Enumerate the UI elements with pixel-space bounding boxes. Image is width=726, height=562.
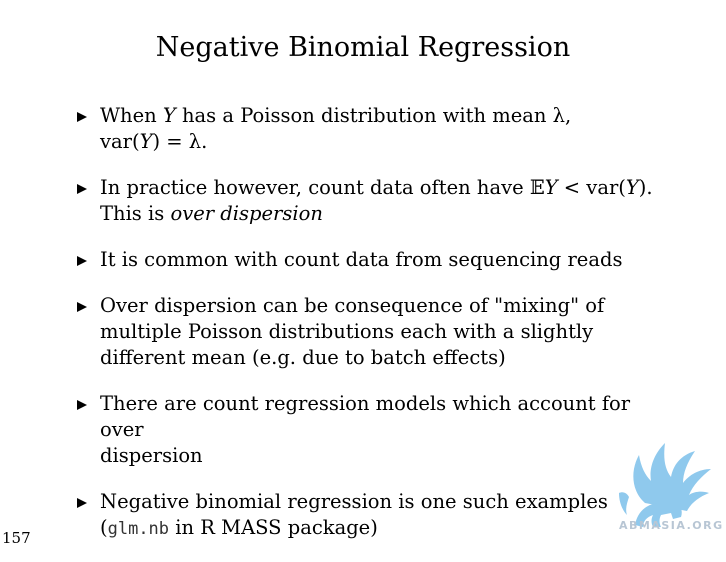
bullet-item: When Y has a Poisson distribution with m… (77, 103, 677, 155)
bullet-text: Negative binomial regression is one such… (100, 490, 608, 539)
bullet-marker-icon (77, 184, 87, 194)
text-span: Over dispersion can be consequence of "m… (100, 294, 605, 317)
text-span: < var( (557, 176, 626, 199)
bullet-text: Over dispersion can be consequence of "m… (100, 294, 604, 369)
bullet-marker-icon (77, 400, 87, 410)
bullet-marker-icon (77, 498, 87, 508)
text-span: has a Poisson distribution with mean λ, (175, 104, 572, 127)
italic-span: Y (162, 104, 176, 127)
text-span: in R MASS package) (169, 516, 378, 539)
italic-span: over dispersion (170, 202, 323, 225)
text-span: It is common with count data from sequen… (100, 248, 623, 271)
bullet-item: Over dispersion can be consequence of "m… (77, 293, 677, 371)
text-span: ( (100, 516, 108, 539)
bullet-item: Negative binomial regression is one such… (77, 489, 677, 542)
code-span: glm.nb (107, 519, 170, 539)
text-span: In practice however, count data often ha… (100, 176, 545, 199)
bullet-text: In practice however, count data often ha… (100, 176, 653, 225)
text-span: Negative binomial regression is one such… (100, 490, 608, 513)
bullet-marker-icon (77, 256, 87, 266)
italic-span: Y (139, 130, 153, 153)
text-span: There are count regression models which … (100, 392, 631, 441)
text-span: This is (100, 202, 171, 225)
text-span: ) = λ. (152, 130, 208, 153)
slide-title: Negative Binomial Regression (155, 32, 571, 63)
winged-griffin-logo-icon (619, 443, 711, 527)
text-span: When (100, 104, 163, 127)
text-span: different mean (e.g. due to batch effect… (100, 346, 506, 369)
italic-span: Y (625, 176, 639, 199)
bullet-text: It is common with count data from sequen… (100, 248, 622, 271)
watermark-text: ABMASIA.ORG (619, 519, 724, 532)
text-span: var( (100, 130, 140, 153)
bullet-item: It is common with count data from sequen… (77, 247, 677, 273)
bullet-list: When Y has a Poisson distribution with m… (77, 103, 677, 562)
italic-span: Y (544, 176, 558, 199)
bullet-marker-icon (77, 302, 87, 312)
bullet-text: There are count regression models which … (100, 392, 630, 467)
slide: Negative Binomial Regression When Y has … (2, 32, 724, 547)
text-span: multiple Poisson distributions each with… (100, 320, 594, 343)
bullet-marker-icon (77, 112, 87, 122)
bullet-text: When Y has a Poisson distribution with m… (100, 104, 571, 153)
text-span: dispersion (100, 444, 203, 467)
page-number: 157 (2, 529, 31, 547)
bullet-item: In practice however, count data often ha… (77, 175, 677, 227)
text-span: ). (638, 176, 653, 199)
bullet-item: There are count regression models which … (77, 391, 677, 469)
